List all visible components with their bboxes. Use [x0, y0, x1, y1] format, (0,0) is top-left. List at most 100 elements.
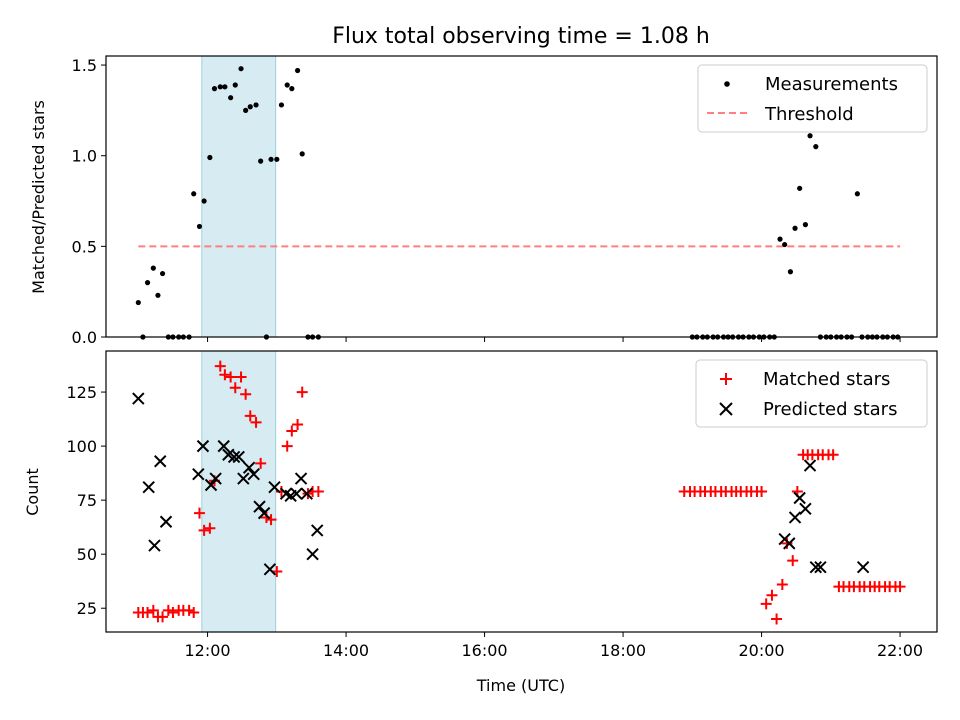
- matched-stars-points: [132, 360, 906, 625]
- predicted-star-marker: [247, 468, 260, 481]
- matched-star-marker: [240, 388, 252, 400]
- matched-star-marker: [255, 457, 267, 469]
- predicted-star-marker: [209, 472, 222, 485]
- legend-measurements-label: Measurements: [765, 74, 898, 95]
- measurement-point: [159, 270, 166, 277]
- predicted-star-marker: [814, 560, 827, 574]
- matched-star-marker: [760, 598, 772, 610]
- predicted-star-marker: [290, 487, 303, 500]
- legend-matched-marker: [720, 373, 732, 385]
- top-legend-box: [697, 64, 928, 133]
- top-y-tick-label: 0.0: [72, 328, 97, 347]
- matched-star-marker: [167, 607, 179, 619]
- predicted-star-marker: [159, 515, 173, 528]
- top-y-tick-label: 1.5: [72, 56, 97, 75]
- bottom-y-ticks: 25 50 75 100 125: [66, 383, 106, 618]
- measurement-point: [155, 292, 161, 298]
- predicted-star-marker: [809, 560, 823, 574]
- predicted-star-marker: [788, 511, 802, 524]
- bottom-y-tick-label: 100: [66, 437, 97, 456]
- measurement-point: [278, 102, 285, 108]
- measurement-point: [299, 151, 305, 157]
- matched-star-marker: [204, 522, 216, 534]
- measurement-point: [247, 104, 253, 110]
- predicted-star-marker: [148, 539, 161, 552]
- predicted-star-marker: [300, 487, 314, 500]
- matched-star-marker: [193, 507, 205, 519]
- measurement-point: [284, 82, 290, 88]
- matched-star-marker: [214, 360, 226, 372]
- measurement-point: [243, 107, 249, 113]
- measurement-point: [289, 86, 295, 92]
- measurement-point: [238, 66, 244, 72]
- measurement-point: [196, 223, 203, 230]
- predicted-star-marker: [217, 439, 230, 453]
- matched-star-marker: [776, 578, 788, 590]
- matched-star-marker: [235, 371, 247, 383]
- bottom-y-tick-label: 75: [77, 491, 97, 510]
- legend-threshold-label: Threshold: [764, 104, 854, 125]
- measurement-point: [232, 82, 238, 88]
- measurement-point: [258, 158, 264, 164]
- x-tick-label: 22:00: [877, 641, 923, 660]
- predicted-star-marker: [253, 500, 266, 513]
- bottom-observing-window: [201, 350, 277, 633]
- measurement-point: [782, 241, 788, 248]
- predicted-star-marker: [232, 450, 245, 464]
- measurement-point: [201, 198, 207, 204]
- matched-star-marker: [286, 425, 298, 437]
- bottom-legend: Matched stars Predicted stars: [695, 359, 928, 428]
- predicted-star-marker: [311, 524, 324, 537]
- measurement-point: [135, 299, 141, 306]
- predicted-star-marker: [242, 461, 256, 474]
- matched-star-marker: [292, 418, 304, 430]
- predicted-star-marker: [793, 491, 806, 505]
- bottom-y-tick-label: 25: [77, 599, 97, 618]
- matched-star-marker: [766, 589, 778, 601]
- matched-star-marker: [198, 524, 210, 536]
- measurement-point: [777, 236, 783, 242]
- top-legend: Measurements Threshold: [697, 64, 928, 133]
- predicted-star-marker: [294, 472, 308, 485]
- bottom-legend-box: [695, 359, 928, 428]
- matched-star-marker: [188, 607, 200, 619]
- predicted-stars-points: [132, 392, 870, 576]
- measurement-point: [207, 154, 213, 161]
- x-tick-label: 18:00: [600, 641, 646, 660]
- bottom-y-axis-label: Count: [23, 468, 42, 516]
- bottom-y-tick-label: 50: [77, 545, 97, 564]
- measurement-point: [268, 156, 274, 162]
- bottom-axes-frame: [105, 350, 938, 633]
- legend-predicted-marker: [719, 402, 733, 416]
- measurement-point: [802, 222, 809, 228]
- matched-star-marker: [219, 369, 231, 381]
- predicted-star-marker: [268, 480, 281, 494]
- matched-star-marker: [894, 581, 906, 593]
- matched-star-marker: [296, 386, 308, 398]
- top-chart-title: Flux total observing time = 1.08 h: [332, 24, 710, 49]
- bottom-panel: 12:00 14:00 16:00 18:00 20:00 22:00 25 50 75 100…: [23, 350, 938, 695]
- predicted-star-marker: [306, 547, 319, 561]
- matched-star-marker: [244, 410, 256, 422]
- top-y-tick-label: 1.0: [72, 147, 97, 166]
- measurement-point: [222, 84, 228, 90]
- predicted-star-marker: [196, 439, 210, 453]
- measurement-point: [253, 102, 259, 108]
- x-tick-label: 14:00: [323, 641, 369, 660]
- predicted-star-marker: [799, 502, 812, 515]
- bottom-y-tick-label: 125: [66, 383, 97, 402]
- matched-star-marker: [142, 607, 154, 619]
- top-y-axis-label: Matched/Predicted stars: [29, 100, 48, 294]
- predicted-star-marker: [192, 468, 205, 481]
- predicted-star-marker: [263, 563, 277, 576]
- top-observing-window: [201, 55, 277, 338]
- matched-star-marker: [147, 604, 159, 616]
- predicted-star-marker: [204, 478, 218, 492]
- top-axes-frame: [105, 55, 938, 338]
- predicted-star-marker: [856, 560, 870, 574]
- matched-star-marker: [756, 486, 768, 497]
- matched-star-marker: [787, 555, 799, 567]
- matched-star-marker: [229, 382, 241, 394]
- matched-star-marker: [225, 371, 237, 383]
- measurement-point: [787, 269, 794, 275]
